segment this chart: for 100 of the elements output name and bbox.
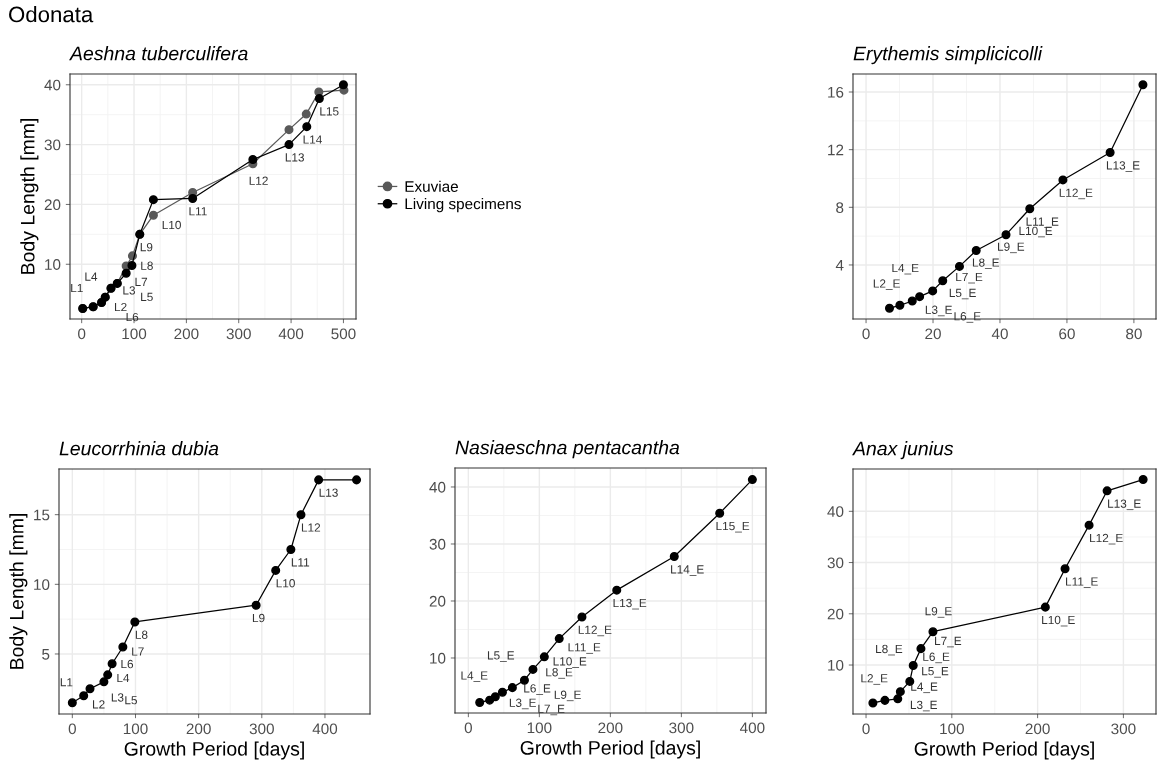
annotation: L7_E [935,636,962,648]
point [1105,148,1115,158]
annotation: L14_E [671,565,704,576]
annotation: L8_E [972,258,1000,269]
annotation: L9_E [925,607,952,618]
annotation: L3 [111,693,124,702]
point [1138,475,1148,485]
point [352,475,362,485]
y-axis-title: Body Length [mm] [9,513,28,669]
annotation: L15_E [716,521,750,533]
point [251,600,261,610]
annotation: L10 [276,579,295,588]
x-tick-label: 100 [123,723,148,735]
point [893,694,903,704]
point [314,475,324,485]
point [271,565,281,575]
annotation: L4_E [461,671,488,682]
annotation: L3_E [925,305,952,317]
y-tick-label: 40 [429,481,446,493]
point [127,260,137,270]
point [908,661,918,671]
annotation: L9 [140,242,153,252]
chart-subtitle: Anax junius [852,441,954,460]
x-tick-label: 80 [1126,328,1142,340]
chart-subtitle: Aeshna tuberculifera [69,46,248,61]
point [314,94,324,104]
annotation: L6 [126,312,139,322]
chart-subtitle: Erythemis simplicicolli [853,46,1043,65]
annotation: L2_E [873,279,900,290]
annotation: L6 [121,659,134,669]
annotation: L2_E [861,674,888,685]
x-tick-label: 500 [331,328,356,340]
x-tick-label: 300 [669,722,694,734]
x-tick-label: 0 [68,723,76,735]
annotation: L13 [319,488,338,497]
point [284,140,294,150]
point [148,195,158,205]
annotation: L14 [303,135,322,144]
annotation: L8 [141,261,153,270]
x-tick-label: 300 [226,328,251,340]
annotation: L4 [117,673,130,683]
point [519,675,529,685]
x-tick-label: 0 [862,723,870,735]
annotation: L10_E [1042,615,1075,627]
y-tick-label: 20 [827,608,844,620]
y-tick-label: 20 [429,595,446,607]
point [497,687,507,697]
annotation: L12_E [578,625,612,637]
x-tick-label: 0 [464,722,472,734]
point [539,652,549,662]
annotation: L4 [85,272,98,281]
point [1084,520,1094,530]
x-tick-label: 400 [278,328,304,340]
point [301,109,311,119]
point [507,683,517,693]
point [715,508,725,518]
y-tick-label: 30 [827,557,844,569]
annotation: L3 [123,286,136,295]
point [286,544,296,555]
annotation: L11_E [1066,577,1098,588]
annotation: L4_E [892,263,919,275]
chart-subtitle: Leucorrhinia dubia [59,441,219,456]
point [1138,80,1148,90]
annotation: L13_E [613,598,647,610]
annotation: L1 [71,283,83,293]
point [895,687,905,697]
annotation: L5_E [949,288,976,300]
point [907,296,917,306]
annotation: L10 [162,220,181,230]
point [284,125,294,135]
annotation: L12_E [1090,533,1123,545]
chart-title: Odonata [9,6,94,23]
y-tick-label: 8 [836,202,844,213]
point [107,659,117,669]
annotation: L9_E [554,690,581,702]
annotation: L6_E [954,312,981,323]
y-tick-label: 10 [45,259,61,270]
y-tick-label: 15 [34,509,50,521]
point [884,303,895,313]
y-tick-label: 20 [44,199,61,211]
annotation: L13 [285,153,304,162]
annotation: L4_E [911,682,938,694]
x-tick-label: 400 [312,723,338,735]
chart-subtitle: Nasiaeschna pentacantha [455,440,680,459]
point [1058,175,1068,185]
annotation: L8_E [876,644,903,656]
point [103,670,113,680]
point [554,634,564,644]
point [118,642,128,652]
point [916,644,926,654]
point [130,617,140,627]
x-tick-label: 100 [940,723,964,735]
point [669,552,679,562]
y-tick-label: 10 [34,579,50,591]
y-tick-label: 30 [44,139,61,151]
y-axis-title: Body Length [mm] [20,118,39,274]
annotation: L1 [60,678,73,687]
point [1001,230,1011,240]
x-axis-title: Growth Period [days] [914,741,1094,760]
point [99,677,109,687]
